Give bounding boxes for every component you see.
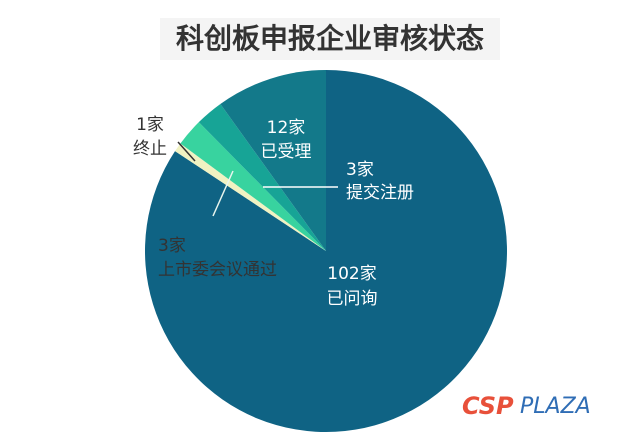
- leader-line: [177, 141, 196, 162]
- category-label: 提交注册: [346, 183, 414, 203]
- pie-slice: [180, 122, 326, 251]
- pie-slice: [175, 143, 326, 251]
- category-label: 已问询: [327, 289, 378, 309]
- category-label: 已受理: [261, 142, 312, 162]
- category-label: 上市委会议通过: [158, 260, 277, 280]
- value-label: 102家: [327, 264, 376, 284]
- value-label: 1家: [136, 115, 164, 135]
- chart-title: 科创板申报企业审核状态: [176, 22, 484, 55]
- leader-line: [212, 170, 234, 217]
- value-label: 3家: [346, 160, 374, 180]
- watermark: CSP: [462, 392, 514, 420]
- pie-slice: [198, 104, 326, 251]
- value-label: 3家: [158, 236, 186, 256]
- pie-slice: [144, 70, 508, 433]
- category-label: 终止: [133, 139, 167, 159]
- watermark: PLAZA: [520, 394, 591, 419]
- title-background: [160, 18, 500, 60]
- pie-slice: [220, 70, 326, 251]
- value-label: 12家: [267, 118, 306, 138]
